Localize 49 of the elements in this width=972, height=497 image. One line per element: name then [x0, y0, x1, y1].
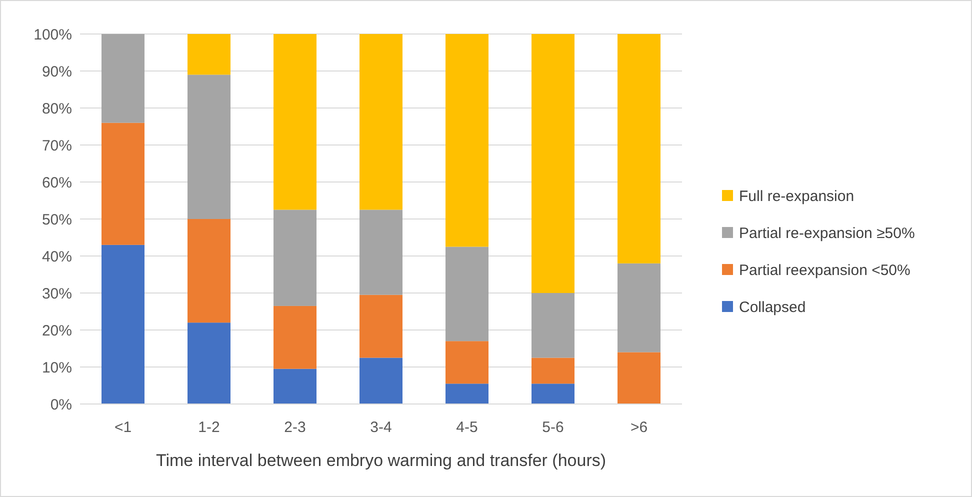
bar — [274, 210, 316, 306]
bar — [532, 34, 574, 293]
bar — [188, 219, 230, 323]
y-tick-label: 30% — [42, 285, 72, 302]
y-tick-label: 90% — [42, 63, 72, 80]
bar — [446, 246, 488, 342]
bar — [274, 306, 316, 369]
bar — [188, 74, 230, 219]
bar — [360, 210, 402, 295]
bar — [618, 34, 660, 264]
y-tick-label: 60% — [42, 174, 72, 192]
bar — [446, 34, 488, 247]
x-tick-label: 4-5 — [456, 419, 478, 436]
y-tick-label: 70% — [42, 137, 72, 154]
legend-label: Partial reexpansion <50% — [739, 262, 910, 279]
bar — [532, 358, 574, 384]
bar — [274, 34, 316, 210]
bar — [618, 263, 660, 352]
x-tick-label: 3-4 — [370, 419, 392, 436]
bar — [532, 293, 574, 358]
x-tick-label: 5-6 — [542, 419, 564, 436]
bar — [360, 358, 402, 404]
x-tick-label: 1-2 — [198, 419, 220, 436]
y-tick-label: 40% — [42, 248, 72, 266]
x-tick-label: >6 — [630, 419, 648, 436]
legend-label: Partial re-expansion ≥50% — [739, 224, 915, 242]
bar — [188, 322, 230, 404]
x-axis-title: Time interval between embryo warming and transfer (hours) — [156, 451, 606, 470]
legend-label: Full re-expansion — [739, 188, 854, 205]
bar — [274, 368, 316, 404]
legend-label: Collapsed — [739, 298, 806, 316]
y-tick-label: 0% — [50, 396, 72, 414]
bar — [102, 122, 144, 245]
y-tick-label: 50% — [42, 211, 72, 228]
bar — [446, 341, 488, 384]
bar — [360, 34, 402, 210]
bar — [446, 384, 488, 404]
bar — [102, 244, 144, 404]
y-tick-label: 10% — [42, 359, 72, 376]
y-tick-label: 20% — [42, 322, 72, 340]
x-tick-label: 2-3 — [284, 419, 306, 436]
bar — [188, 34, 230, 75]
bar — [102, 34, 144, 123]
bar — [618, 352, 660, 404]
y-tick-label: 100% — [34, 26, 72, 44]
bar — [532, 384, 574, 404]
y-tick-label: 80% — [42, 100, 72, 118]
bar — [360, 294, 402, 358]
x-tick-label: <1 — [114, 419, 132, 436]
